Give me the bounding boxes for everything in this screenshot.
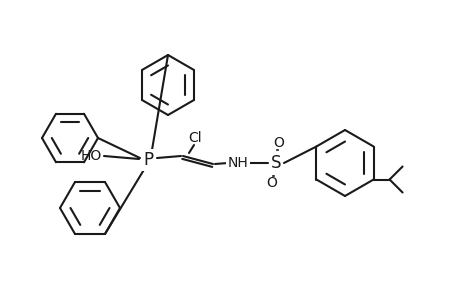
- Text: Cl: Cl: [188, 131, 202, 145]
- Text: HO: HO: [81, 149, 102, 163]
- Text: NH: NH: [227, 156, 248, 170]
- Text: O: O: [273, 136, 284, 150]
- Text: S: S: [270, 154, 280, 172]
- Text: O: O: [266, 176, 277, 190]
- Text: P: P: [143, 151, 153, 169]
